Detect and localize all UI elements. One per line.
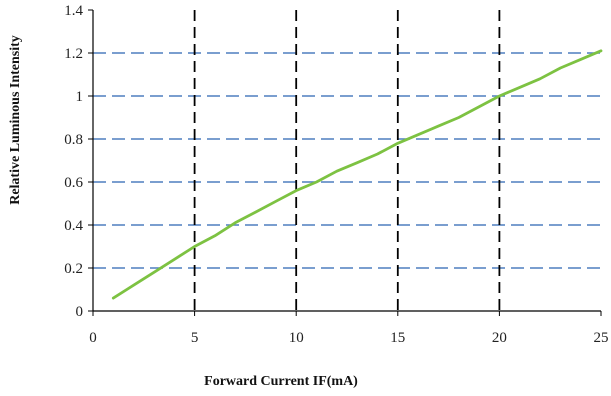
y-tick-label: 0.6 bbox=[64, 175, 83, 191]
y-tick-label: 1.2 bbox=[64, 46, 83, 62]
series-line bbox=[111, 49, 603, 300]
y-tick-label: 1.4 bbox=[64, 3, 83, 19]
y-axis-title: Relative Luminous Intensity bbox=[8, 35, 23, 205]
axes bbox=[88, 9, 602, 316]
x-tick-label: 15 bbox=[390, 330, 405, 346]
grid-lines bbox=[93, 10, 601, 311]
y-tick-label: 0.4 bbox=[64, 218, 83, 234]
series-lines bbox=[111, 49, 603, 300]
tick-labels: 0 0.2 0.4 0.6 0.8 1 1.2 1.4 0 5 10 15 20 25 bbox=[64, 3, 608, 346]
x-tick-label: 20 bbox=[492, 330, 507, 346]
y-tick-label: 0.8 bbox=[64, 132, 83, 148]
y-tick-label: 0.2 bbox=[64, 261, 83, 277]
y-tick-label: 1 bbox=[76, 89, 84, 105]
x-axis-title: Forward Current IF(mA) bbox=[204, 374, 358, 389]
x-tick-label: 0 bbox=[89, 330, 97, 346]
x-tick-label: 10 bbox=[289, 330, 304, 346]
x-tick-label: 25 bbox=[594, 330, 609, 346]
y-tick-label: 0 bbox=[76, 304, 84, 320]
x-tick-label: 5 bbox=[191, 330, 199, 346]
